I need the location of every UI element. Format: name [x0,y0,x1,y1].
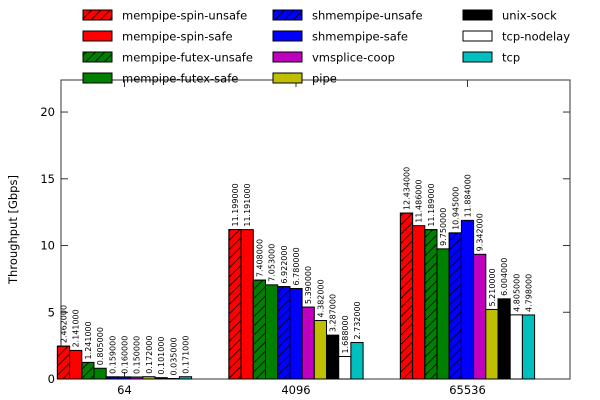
bar-value-label: 6.922000 [280,245,289,283]
legend-swatch-tcp [462,51,493,63]
legend-label-mempipe-spin-unsafe: mempipe-spin-unsafe [122,9,247,23]
bar-mempipe-futex-safe [265,284,279,380]
bar-value-label: 7.408000 [255,239,264,277]
bar-pipe [142,376,156,380]
y-tick-label: 5 [48,305,55,319]
legend-label-shmempipe-safe: shmempipe-safe [312,30,408,44]
legend-swatch-shmempipe-safe [272,30,303,42]
bar-value-label: 0.805000 [96,327,105,365]
bar-tcp-nodelay [338,355,352,380]
bar-value-label: 12.434000 [403,167,412,210]
legend-swatch-mempipe-futex-safe [82,72,113,84]
bar-tcp-nodelay [166,378,180,380]
bar-hatch-shmempipe-unsafe [277,286,291,380]
bar-value-label: 0.171000 [182,336,191,374]
legend-swatch-hatch-shmempipe-unsafe [272,9,303,21]
bar-value-label: 0.172000 [145,336,154,374]
legend-swatch-hatch-mempipe-spin-unsafe [82,9,113,21]
bar-mempipe-spin-safe [412,225,426,380]
bar-hatch-mempipe-spin-unsafe [399,212,414,380]
bar-unix-sock [154,377,168,380]
bar-value-label: 11.199000 [231,183,240,226]
bar-value-label: 1.688000 [341,315,350,353]
bar-value-label: 3.287000 [329,294,338,332]
legend-label-mempipe-futex-unsafe: mempipe-futex-unsafe [122,51,253,65]
y-tick-label: 20 [40,105,55,119]
legend-swatch-mempipe-spin-safe [82,30,113,42]
bar-vmsplice-coop [130,376,144,380]
bar-hatch-mempipe-futex-unsafe [81,361,95,380]
bar-value-label: 11.191000 [243,183,252,226]
bar-tcp [350,342,364,380]
bar-value-label: 5.210000 [488,268,497,306]
bar-vmsplice-coop [301,306,315,380]
bar-mempipe-futex-safe [436,248,450,380]
bar-unix-sock [497,298,511,380]
bar-mempipe-spin-safe [240,229,254,380]
legend-label-mempipe-futex-safe: mempipe-futex-safe [122,72,238,86]
x-tick-label: 4096 [281,383,310,397]
bar-value-label: 2.141000 [72,309,81,347]
legend-swatch-unix-sock [462,9,493,21]
bar-value-label: 0.101000 [157,336,166,374]
legend-label-tcp-nodelay: tcp-nodelay [502,30,570,44]
bar-value-label: 4.382000 [316,279,325,317]
bar-value-label: 0.159000 [108,336,117,374]
bar-value-label: 10.945000 [451,187,460,230]
legend-label-shmempipe-unsafe: shmempipe-unsafe [312,9,423,23]
y-axis-title: Throughput [Gbps] [6,175,20,285]
legend-swatch-vmsplice-coop [272,51,303,63]
y-tick-label: 0 [48,372,55,386]
bar-tcp [521,314,536,380]
bar-tcp [178,376,193,380]
bar-value-label: 11.884000 [464,174,473,217]
legend-label-unix-sock: unix-sock [502,9,557,23]
legend-label-vmsplice-coop: vmsplice-coop [312,51,395,65]
x-tick-label: 65536 [449,383,486,397]
bar-shmempipe-safe [117,376,132,380]
bar-hatch-mempipe-futex-unsafe [424,229,438,380]
bar-value-label: 4.805000 [512,274,521,312]
bar-pipe [485,308,499,380]
legend-swatch-tcp-nodelay [462,30,493,42]
bar-mempipe-spin-safe [69,349,83,380]
legend-label-mempipe-spin-safe: mempipe-spin-safe [122,30,233,44]
bar-vmsplice-coop [473,253,487,380]
bar-value-label: 2.462000 [60,305,69,343]
bar-value-label: 6.780000 [292,247,301,285]
bar-tcp-nodelay [509,314,523,380]
bar-hatch-shmempipe-unsafe [105,376,119,380]
bar-hatch-mempipe-futex-unsafe [252,279,267,380]
bar-value-label: 4.798000 [525,274,534,312]
bar-hatch-mempipe-spin-unsafe [228,229,242,380]
bar-mempipe-futex-safe [93,367,107,380]
legend-swatch-pipe [272,72,303,84]
bar-shmempipe-safe [289,287,303,380]
bar-hatch-mempipe-spin-unsafe [56,345,71,380]
legend-label-pipe: pipe [312,72,337,86]
bar-value-label: 11.486000 [415,179,424,222]
bar-value-label: 1.241000 [84,321,93,359]
bar-value-label: 2.732000 [353,301,362,339]
legend-label-tcp: tcp [502,51,520,65]
y-tick-label: 10 [40,239,55,253]
bar-value-label: 0.160000 [121,336,130,374]
bar-value-label: 0.150000 [133,336,142,374]
y-tick-label: 15 [40,172,55,186]
bar-unix-sock [326,334,340,380]
x-tick-label: 64 [117,383,132,397]
bar-value-label: 9.342000 [476,213,485,251]
bar-pipe [313,320,327,380]
bar-value-label: 6.004000 [500,258,509,296]
bar-value-label: 7.053000 [268,244,277,282]
bar-value-label: 9.750000 [439,208,448,246]
bar-value-label: 0.035000 [169,337,178,375]
legend-swatch-hatch-mempipe-futex-unsafe [82,51,113,63]
bar-value-label: 5.390000 [304,266,313,304]
bar-shmempipe-safe [460,219,475,380]
bar-hatch-shmempipe-unsafe [448,232,462,380]
bar-value-label: 11.189000 [427,183,436,226]
